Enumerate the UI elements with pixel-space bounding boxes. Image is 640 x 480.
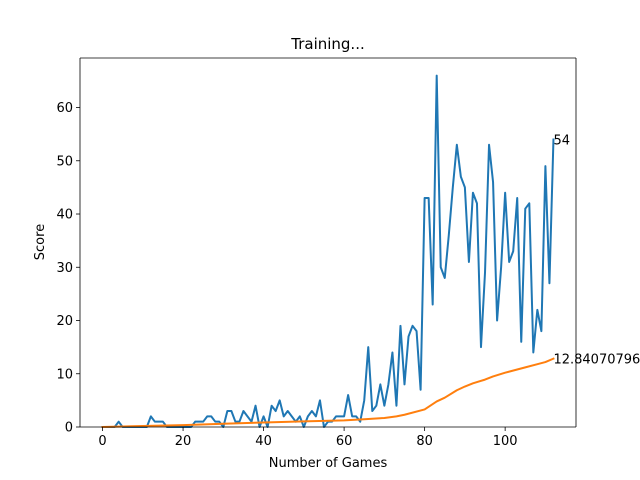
y-tick-label: 40 xyxy=(56,208,73,223)
y-axis-label: Score xyxy=(33,224,48,260)
chart-title: Training... xyxy=(290,35,365,53)
value-annotation: 12.84070796 xyxy=(553,353,640,368)
x-tick-label: 60 xyxy=(336,434,353,449)
plot-area: 0 20 40 60 80 100 0 10 20 30 40 50 60 54 12.84070796 xyxy=(56,57,640,449)
x-axis-label: Number of Games xyxy=(269,456,388,471)
x-tick-label: 20 xyxy=(175,434,192,449)
series-line-1 xyxy=(101,357,555,429)
y-tick-label: 10 xyxy=(56,367,73,382)
x-tick-label: 100 xyxy=(493,434,518,449)
y-tick-label: 50 xyxy=(56,154,73,169)
y-tick-label: 20 xyxy=(56,314,73,329)
x-tick-label: 0 xyxy=(98,434,106,449)
value-annotation: 54 xyxy=(553,133,570,148)
y-tick-label: 0 xyxy=(65,421,73,436)
x-tick-label: 40 xyxy=(255,434,272,449)
x-tick-label: 80 xyxy=(416,434,433,449)
y-tick-label: 30 xyxy=(56,261,73,276)
y-tick-label: 60 xyxy=(56,101,73,116)
